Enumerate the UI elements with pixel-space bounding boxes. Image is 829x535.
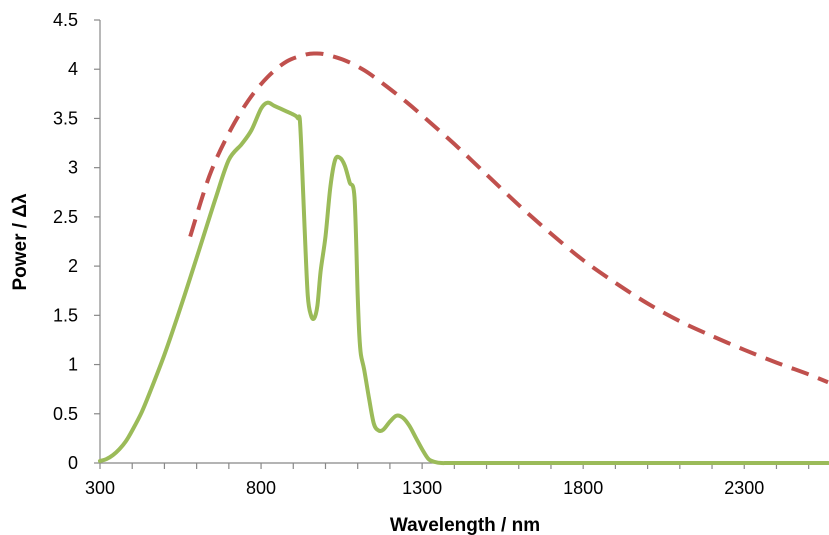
- axes-layer: [94, 19, 828, 469]
- series-layer: [98, 51, 829, 466]
- y-tick-label: 2: [68, 256, 78, 276]
- y-tick-label: 3: [68, 158, 78, 178]
- y-tick-label: 4.5: [53, 10, 78, 30]
- y-tick-label: 0.5: [53, 404, 78, 424]
- x-tick-label: 1300: [402, 478, 442, 498]
- y-tick-label: 3.5: [53, 108, 78, 128]
- x-tick-label: 300: [85, 478, 115, 498]
- x-tick-label: 800: [246, 478, 276, 498]
- y-tick-label: 1: [68, 355, 78, 375]
- y-tick-label: 0: [68, 453, 78, 473]
- y-tick-label: 2.5: [53, 207, 78, 227]
- x-tick-label: 2300: [724, 478, 764, 498]
- solid-series-line: [98, 100, 829, 466]
- y-axis-title: Power / Δλ: [10, 193, 31, 291]
- dashed-series-line: [188, 51, 829, 385]
- x-tick-label: 1800: [563, 478, 603, 498]
- y-tick-label: 1.5: [53, 305, 78, 325]
- labels-layer: 0 0.5 1 1.5 2 2.5 3 3.5 4 4.5 300 800 1300 1800 2300: [53, 10, 764, 498]
- y-tick-label: 4: [68, 59, 78, 79]
- x-axis-title: Wavelength / nm: [390, 515, 540, 535]
